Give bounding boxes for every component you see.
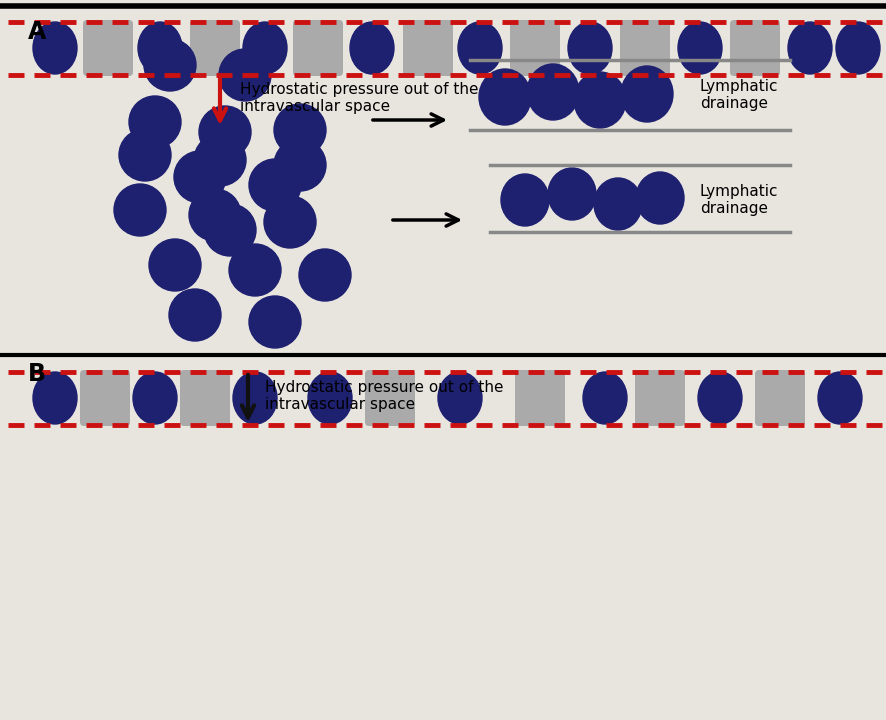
Ellipse shape	[299, 249, 351, 301]
Ellipse shape	[194, 134, 245, 186]
Ellipse shape	[457, 22, 501, 74]
Ellipse shape	[249, 159, 300, 211]
FancyBboxPatch shape	[180, 370, 229, 426]
FancyBboxPatch shape	[83, 20, 133, 76]
FancyBboxPatch shape	[634, 370, 684, 426]
FancyBboxPatch shape	[754, 370, 804, 426]
Text: Hydrostatic pressure out of the
intravascular space: Hydrostatic pressure out of the intravas…	[265, 380, 503, 413]
FancyBboxPatch shape	[515, 370, 564, 426]
Ellipse shape	[219, 49, 271, 101]
Text: Hydrostatic pressure out of the
intravascular space: Hydrostatic pressure out of the intravas…	[240, 82, 478, 114]
Ellipse shape	[149, 239, 201, 291]
Ellipse shape	[350, 22, 393, 74]
Ellipse shape	[478, 69, 531, 125]
Ellipse shape	[169, 289, 221, 341]
Ellipse shape	[114, 184, 166, 236]
Ellipse shape	[635, 172, 683, 224]
Ellipse shape	[594, 178, 641, 230]
Ellipse shape	[573, 72, 626, 128]
Ellipse shape	[138, 22, 182, 74]
FancyBboxPatch shape	[80, 370, 130, 426]
Ellipse shape	[189, 189, 241, 241]
FancyBboxPatch shape	[509, 20, 559, 76]
Ellipse shape	[526, 64, 579, 120]
Ellipse shape	[174, 151, 226, 203]
Ellipse shape	[233, 372, 276, 424]
Ellipse shape	[33, 372, 77, 424]
Ellipse shape	[243, 22, 287, 74]
Ellipse shape	[229, 244, 281, 296]
Ellipse shape	[567, 22, 611, 74]
Ellipse shape	[582, 372, 626, 424]
FancyBboxPatch shape	[190, 20, 240, 76]
FancyBboxPatch shape	[292, 20, 343, 76]
Text: B: B	[28, 362, 46, 386]
Ellipse shape	[144, 39, 196, 91]
Ellipse shape	[787, 22, 831, 74]
Ellipse shape	[119, 129, 171, 181]
FancyBboxPatch shape	[402, 20, 453, 76]
Ellipse shape	[548, 168, 595, 220]
Ellipse shape	[501, 174, 548, 226]
Ellipse shape	[249, 296, 300, 348]
FancyBboxPatch shape	[729, 20, 779, 76]
Ellipse shape	[204, 204, 256, 256]
Ellipse shape	[835, 22, 879, 74]
Ellipse shape	[677, 22, 721, 74]
Ellipse shape	[33, 22, 77, 74]
Text: Lymphatic
drainage: Lymphatic drainage	[699, 78, 778, 111]
FancyBboxPatch shape	[619, 20, 669, 76]
Ellipse shape	[620, 66, 672, 122]
Ellipse shape	[438, 372, 481, 424]
Text: A: A	[28, 20, 46, 44]
Ellipse shape	[307, 372, 352, 424]
Ellipse shape	[697, 372, 742, 424]
Ellipse shape	[128, 96, 181, 148]
Ellipse shape	[133, 372, 177, 424]
Ellipse shape	[198, 106, 251, 158]
Ellipse shape	[274, 104, 326, 156]
FancyBboxPatch shape	[364, 370, 415, 426]
Ellipse shape	[817, 372, 861, 424]
Ellipse shape	[274, 139, 326, 191]
Text: Lymphatic
drainage: Lymphatic drainage	[699, 184, 778, 216]
Ellipse shape	[264, 196, 315, 248]
